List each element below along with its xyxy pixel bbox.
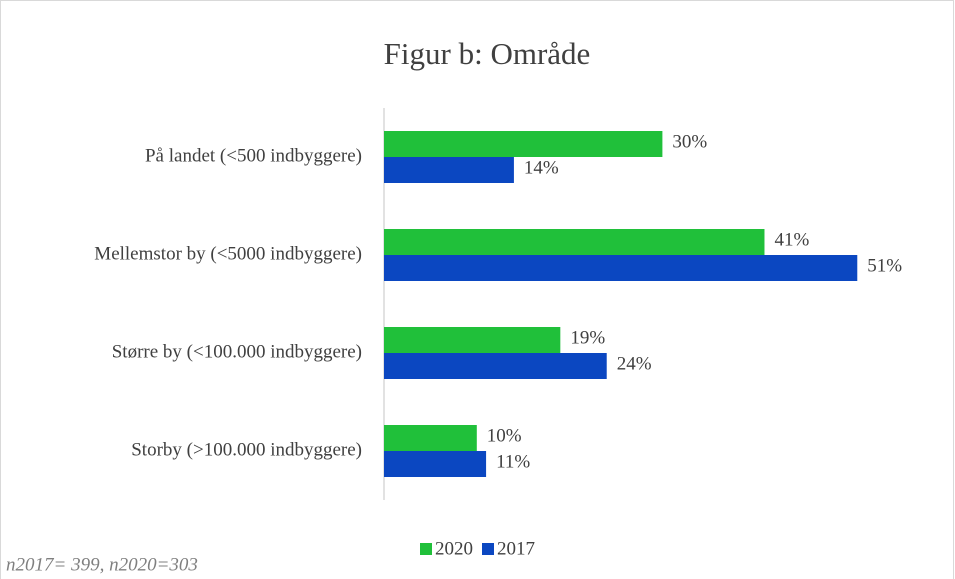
bar [384,157,514,183]
legend-label: 2020 [435,538,473,559]
bar [384,229,765,255]
bar [384,451,487,477]
data-label: 41% [774,229,809,250]
y-tick-label: På landet (<500 indbyggere) [145,145,362,166]
legend-swatch [420,543,432,555]
data-label: 51% [867,255,902,276]
annotation: n2017= 399, n2020=303 [6,554,198,575]
bar [384,425,477,451]
y-tick-label: Storby (>100.000 indbyggere) [131,439,362,460]
y-tick-label: Mellemstor by (<5000 indbyggere) [94,243,362,264]
chart-title: Figur b: Område [384,36,591,71]
bar [384,131,663,157]
data-label: 24% [617,353,652,374]
data-label: 30% [672,131,707,152]
bar [384,255,858,281]
data-label: 19% [570,327,605,348]
bar [384,327,561,353]
data-label: 10% [487,425,522,446]
bar [384,353,607,379]
data-label: 14% [524,157,559,178]
legend-label: 2017 [497,538,535,559]
y-tick-label: Større by (<100.000 indbyggere) [112,341,362,362]
data-label: 11% [496,451,530,472]
legend-swatch [482,543,494,555]
